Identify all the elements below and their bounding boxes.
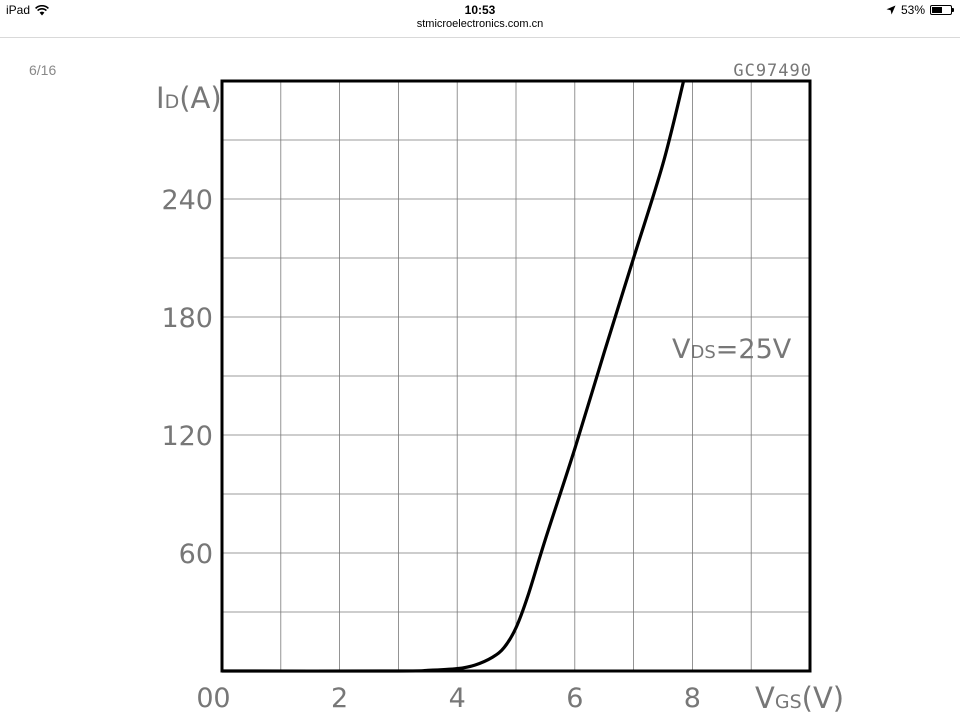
x-tick-label: 0 <box>213 683 230 714</box>
figure-code: GC97490 <box>733 61 812 81</box>
battery-percent: 53% <box>900 3 925 17</box>
status-left: iPad <box>6 3 49 17</box>
y-axis-label: ID(A) <box>156 81 222 115</box>
device-name: iPad <box>6 3 31 17</box>
battery-icon <box>930 5 954 15</box>
y-tick-label: 120 <box>161 421 213 452</box>
x-axis-label: VGS(V) <box>755 681 844 715</box>
x-tick-label: 2 <box>331 683 348 714</box>
series-line <box>221 80 686 673</box>
condition-annotation: VDS=25V <box>672 334 792 365</box>
x-tick-label: 6 <box>566 683 583 714</box>
y-tick-label: 60 <box>179 539 213 570</box>
x-tick-label: 8 <box>684 683 701 714</box>
status-time: 10:53 <box>464 3 496 17</box>
origin-label: 0 <box>196 683 213 714</box>
location-arrow-icon <box>886 5 896 15</box>
x-tick-label: 4 <box>449 683 466 714</box>
y-tick-label: 240 <box>161 185 213 216</box>
battery-level-fill <box>932 7 942 13</box>
page-counter: 6/16 <box>29 62 57 78</box>
url-text[interactable]: stmicroelectronics.com.cn <box>416 18 544 30</box>
wifi-icon <box>35 4 49 15</box>
status-right: 53% <box>886 3 954 17</box>
plot-frame <box>220 79 812 673</box>
y-tick-label: 180 <box>161 303 213 334</box>
status-bar: iPad 10:53 53% <box>0 0 960 20</box>
address-bar[interactable]: stmicroelectronics.com.cn <box>0 18 960 36</box>
browser-chrome-divider <box>0 37 960 38</box>
